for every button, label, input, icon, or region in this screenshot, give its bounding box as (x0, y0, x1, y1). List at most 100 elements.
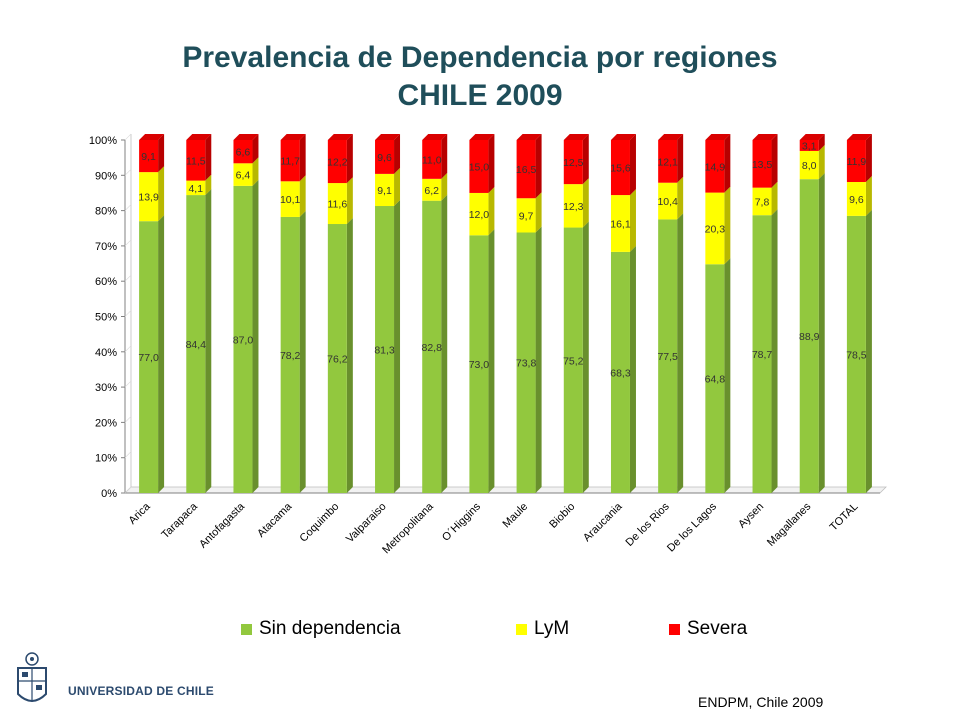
data-label-sin-dependencia-total: 78,5 (846, 349, 867, 361)
bar-lym-arica-side (158, 166, 165, 222)
bar-sin-dependencia-araucania-side (629, 245, 636, 493)
bar-lym-total-side (865, 176, 872, 216)
bar-severa-metropolitana-side (441, 134, 448, 179)
bar-severa-de-los-rios-top (658, 134, 684, 140)
data-label-lym-metropolitana: 6,2 (424, 185, 439, 197)
bar-sin-dependencia-coquimbo (327, 224, 347, 493)
y-tick-label: 60% (95, 276, 117, 288)
bar-severa-maule (516, 140, 536, 199)
bar-severa-metropolitana (422, 140, 442, 179)
bar-sin-dependencia-maule (516, 232, 536, 493)
bar-severa-o-higgins (469, 140, 489, 193)
bar-severa-arica-side (158, 134, 165, 173)
x-tick-label-coquimbo: Coquimbo (298, 501, 342, 545)
bar-lym-de-los-lagos-side (724, 186, 731, 265)
data-label-severa-arica: 9,1 (141, 151, 156, 163)
data-label-lym-arica: 13,9 (138, 192, 159, 204)
y-grid-stub (124, 204, 132, 211)
bar-lym-araucania (610, 195, 630, 252)
data-label-lym-maule: 9,7 (519, 210, 534, 222)
bar-severa-atacama-top (280, 134, 306, 140)
bar-severa-magallanes-top (799, 134, 825, 140)
y-grid-stub (124, 380, 132, 388)
y-grid-stub (124, 169, 132, 176)
bar-severa-tarapaca-top (186, 134, 212, 140)
data-label-sin-dependencia-de-los-lagos: 64,8 (705, 374, 726, 386)
bar-sin-dependencia-arica (139, 221, 159, 493)
data-label-lym-de-los-rios: 10,4 (657, 196, 678, 208)
bar-severa-o-higgins-top (469, 134, 495, 140)
bar-sin-dependencia-tarapaca-side (205, 189, 212, 493)
bar-severa-valparaiso (375, 140, 395, 174)
bar-lym-coquimbo-side (346, 177, 353, 225)
bar-lym-de-los-rios-side (677, 176, 684, 220)
legend-item-lym: LyM (516, 617, 569, 641)
y-tick-label: 90% (95, 170, 117, 182)
legend-label-lym: LyM (534, 618, 570, 639)
bar-lym-maule-side (535, 192, 542, 233)
bar-lym-total (846, 182, 866, 216)
bar-lym-valparaiso (375, 173, 395, 207)
bar-severa-de-los-rios (658, 140, 678, 183)
bar-lym-maule (516, 198, 536, 233)
y-grid-stub (124, 345, 132, 353)
bar-lym-o-higgins-side (488, 186, 495, 236)
data-label-severa-coquimbo: 12,2 (327, 157, 348, 169)
bar-severa-araucania (610, 140, 630, 196)
bar-sin-dependencia-aysen-side (771, 209, 778, 493)
bar-lym-tarapaca-side (205, 174, 212, 196)
bar-sin-dependencia-metropolitana-side (441, 194, 448, 493)
data-label-severa-antofagasta: 6,6 (236, 147, 251, 159)
y-tick-label: 10% (95, 453, 117, 465)
bar-sin-dependencia-magallanes-side (818, 173, 825, 494)
bar-severa-biobio-top (563, 134, 589, 140)
bar-severa-tarapaca (186, 140, 206, 181)
bar-severa-atacama (280, 140, 300, 182)
y-tick-label: 0% (101, 488, 117, 500)
bar-sin-dependencia-biobio (563, 227, 583, 493)
bar-lym-biobio-side (582, 178, 589, 228)
bar-lym-arica (139, 172, 159, 222)
data-label-sin-dependencia-o-higgins: 73,0 (469, 359, 490, 371)
bar-severa-total-top (846, 134, 872, 140)
y-tick-label: 40% (95, 347, 117, 359)
bar-lym-antofagasta (233, 163, 253, 186)
bar-sin-dependencia-valparaiso (375, 206, 395, 494)
legend-item-sin-dependencia: Sin dependencia (241, 617, 401, 641)
bar-sin-dependencia-valparaiso-side (394, 200, 401, 494)
bar-severa-aysen-top (752, 134, 778, 140)
bar-severa-total-side (865, 134, 872, 183)
bar-severa-maule-top (516, 134, 542, 140)
y-tick-label: 20% (95, 417, 117, 429)
bar-severa-tarapaca-side (205, 134, 212, 181)
data-label-lym-aysen: 7,8 (755, 196, 770, 208)
university-logo: UNIVERSIDAD DE CHILE (12, 650, 242, 716)
bar-severa-magallanes-side (818, 134, 825, 151)
bar-severa-coquimbo (327, 140, 347, 184)
bar-sin-dependencia-total (846, 215, 866, 493)
bar-sin-dependencia-aysen (752, 215, 772, 493)
y-grid-stub (124, 486, 132, 494)
bar-severa-o-higgins-side (488, 134, 495, 193)
bar-lym-magallanes-side (818, 144, 825, 180)
bar-sin-dependencia-maule-side (535, 226, 542, 493)
x-tick-label-total: TOTAL (828, 501, 861, 534)
legend-swatch-severa (669, 623, 680, 635)
data-label-severa-valparaiso: 9,6 (377, 152, 392, 164)
x-tick-label-metropolitana: Metropolitana (380, 500, 436, 556)
x-tick-label-aysen: Aysen (736, 501, 766, 531)
university-crest-icon (17, 652, 47, 702)
bar-sin-dependencia-biobio-side (582, 221, 589, 493)
bar-severa-valparaiso-top (375, 134, 401, 140)
bar-severa-de-los-lagos (705, 140, 725, 193)
data-label-severa-maule: 16,5 (516, 164, 537, 176)
data-label-sin-dependencia-maule: 73,8 (516, 358, 537, 370)
data-label-lym-antofagasta: 6,4 (236, 170, 251, 182)
data-label-severa-metropolitana: 11,0 (422, 154, 442, 166)
bar-sin-dependencia-antofagasta-side (252, 179, 259, 493)
bar-sin-dependencia-coquimbo-side (346, 218, 353, 493)
bar-lym-aysen-side (771, 181, 778, 216)
data-label-lym-atacama: 10,1 (280, 194, 301, 206)
bar-lym-o-higgins (469, 192, 489, 236)
